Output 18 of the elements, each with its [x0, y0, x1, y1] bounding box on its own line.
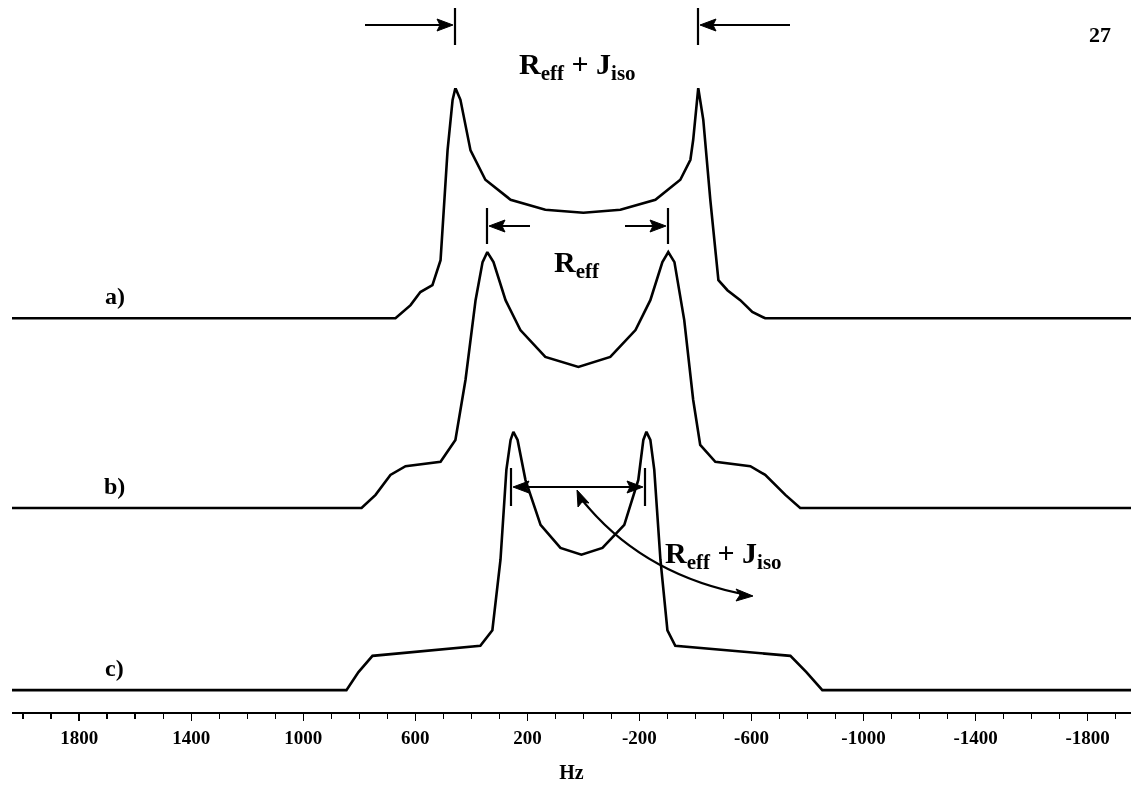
x-tick-label: 600: [401, 726, 430, 748]
annotation: R$_{eff}$ + J$_{iso}$: [665, 536, 782, 575]
annotation: R$_{eff}$: [554, 245, 600, 284]
x-tick-label: -1000: [841, 726, 886, 748]
text: 27: [1089, 22, 1111, 47]
text: R$_{eff}$ + J$_{iso}$: [519, 47, 636, 86]
x-tick-label: 1800: [60, 726, 99, 748]
x-axis-title: Hz: [559, 760, 584, 783]
x-tick-label: -1400: [953, 726, 998, 748]
series-label: c): [105, 655, 124, 681]
series-label: b): [104, 473, 126, 499]
x-tick-label: -1800: [1065, 726, 1110, 748]
series-label: a): [105, 283, 125, 309]
x-tick-label: 1000: [284, 726, 323, 748]
x-tick-label: 200: [513, 726, 542, 748]
x-tick-label: -200: [622, 726, 657, 748]
x-tick-label: -600: [734, 726, 769, 748]
x-tick-label: 1400: [172, 726, 211, 748]
